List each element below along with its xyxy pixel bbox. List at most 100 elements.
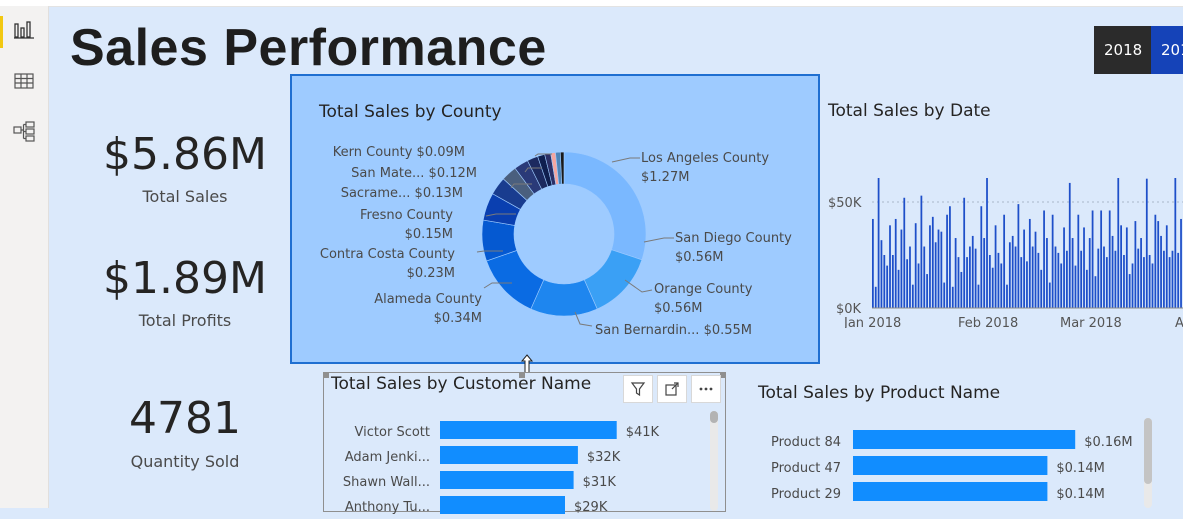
date-bar[interactable] bbox=[903, 197, 906, 308]
filter-button[interactable] bbox=[623, 375, 653, 403]
customer-scrollbar[interactable] bbox=[710, 411, 718, 511]
date-bar[interactable] bbox=[1077, 214, 1080, 308]
date-bar[interactable] bbox=[1143, 257, 1145, 308]
date-bar[interactable] bbox=[1020, 257, 1023, 308]
date-bar[interactable] bbox=[1134, 221, 1137, 308]
date-bar[interactable] bbox=[1103, 246, 1105, 308]
date-bar[interactable] bbox=[872, 218, 874, 308]
date-bar[interactable] bbox=[986, 178, 988, 308]
date-bar[interactable] bbox=[891, 255, 894, 308]
product-bar[interactable] bbox=[853, 482, 1048, 501]
date-bar[interactable] bbox=[886, 265, 889, 308]
date-bar[interactable] bbox=[1117, 178, 1120, 308]
customer-bar-visual[interactable]: Total Sales by Customer Name Victor Scot… bbox=[323, 372, 726, 515]
date-bar[interactable] bbox=[1151, 263, 1154, 308]
date-bar[interactable] bbox=[960, 271, 963, 308]
date-bar[interactable] bbox=[1028, 218, 1031, 308]
date-bar[interactable] bbox=[940, 231, 943, 308]
date-bar[interactable] bbox=[1163, 250, 1165, 308]
date-bar[interactable] bbox=[966, 257, 968, 308]
customer-bar[interactable] bbox=[440, 496, 565, 514]
date-bar[interactable] bbox=[1085, 269, 1088, 308]
date-bar[interactable] bbox=[988, 255, 991, 308]
customer-bar[interactable] bbox=[440, 421, 617, 439]
date-bar[interactable] bbox=[1031, 246, 1034, 308]
date-bar[interactable] bbox=[880, 240, 883, 308]
date-bar[interactable] bbox=[929, 225, 931, 308]
date-bar[interactable] bbox=[931, 216, 934, 308]
date-bar[interactable] bbox=[1080, 250, 1083, 308]
resize-handle-top-right[interactable] bbox=[720, 372, 726, 378]
date-bar[interactable] bbox=[1063, 227, 1065, 308]
date-bar[interactable] bbox=[1011, 235, 1014, 308]
date-bar[interactable] bbox=[1174, 178, 1177, 308]
date-bar[interactable] bbox=[1114, 250, 1117, 308]
resize-handle-top[interactable] bbox=[519, 372, 525, 378]
date-bar[interactable] bbox=[1008, 242, 1011, 308]
date-bar[interactable] bbox=[883, 255, 886, 308]
date-bar[interactable] bbox=[1128, 274, 1131, 308]
date-bar[interactable] bbox=[1140, 238, 1142, 308]
date-bar[interactable] bbox=[1034, 231, 1037, 308]
date-bar[interactable] bbox=[897, 269, 900, 308]
product-bar[interactable] bbox=[853, 430, 1076, 449]
date-bar[interactable] bbox=[954, 238, 957, 308]
county-donut-visual[interactable]: Total Sales by County Kern County $0.09M… bbox=[290, 74, 820, 364]
date-bar[interactable] bbox=[911, 284, 914, 308]
donut-slice-0[interactable] bbox=[563, 151, 647, 261]
date-bar[interactable] bbox=[1131, 263, 1134, 308]
date-bar[interactable] bbox=[977, 284, 980, 308]
date-bar[interactable] bbox=[1148, 255, 1151, 308]
date-bar[interactable] bbox=[1071, 238, 1074, 308]
model-icon[interactable] bbox=[12, 119, 36, 143]
date-bar[interactable] bbox=[1168, 257, 1171, 308]
date-bar[interactable] bbox=[994, 225, 997, 308]
date-bar[interactable] bbox=[1091, 210, 1094, 308]
date-bar[interactable] bbox=[969, 246, 971, 308]
product-bar-chart[interactable]: Product 84 $0.16M Product 47 $0.14M Product … bbox=[752, 420, 1142, 510]
date-bar[interactable] bbox=[943, 282, 946, 308]
date-bar[interactable] bbox=[906, 259, 909, 308]
date-bar[interactable] bbox=[889, 225, 891, 308]
date-bar[interactable] bbox=[980, 206, 983, 308]
date-bar[interactable] bbox=[894, 218, 897, 308]
date-bar[interactable] bbox=[1048, 282, 1051, 308]
year-slicer-2018[interactable]: 2018 bbox=[1094, 26, 1151, 74]
date-bar[interactable] bbox=[1154, 214, 1157, 308]
customer-bar[interactable] bbox=[440, 471, 574, 489]
date-bar[interactable] bbox=[1157, 221, 1160, 308]
date-bar[interactable] bbox=[1051, 214, 1054, 308]
date-bar[interactable] bbox=[1000, 263, 1003, 308]
date-bar[interactable] bbox=[920, 195, 923, 308]
year-slicer-next[interactable]: 201 bbox=[1151, 26, 1183, 74]
date-bar[interactable] bbox=[1171, 250, 1174, 308]
date-bar[interactable] bbox=[1006, 284, 1008, 308]
date-bar[interactable] bbox=[1068, 182, 1071, 308]
date-bar[interactable] bbox=[1046, 238, 1048, 308]
date-bar[interactable] bbox=[1040, 269, 1043, 308]
date-bar[interactable] bbox=[1165, 225, 1168, 308]
date-bar[interactable] bbox=[1088, 238, 1091, 308]
date-bar[interactable] bbox=[1177, 252, 1180, 308]
date-bar[interactable] bbox=[923, 246, 926, 308]
date-bar[interactable] bbox=[1105, 257, 1108, 308]
date-bar[interactable] bbox=[1123, 255, 1125, 308]
date-bar[interactable] bbox=[1180, 218, 1182, 308]
date-bar[interactable] bbox=[1037, 252, 1040, 308]
product-bar[interactable] bbox=[853, 456, 1048, 475]
date-bar[interactable] bbox=[946, 214, 948, 308]
date-bar[interactable] bbox=[974, 248, 977, 308]
date-bar[interactable] bbox=[1054, 246, 1057, 308]
date-bar[interactable] bbox=[937, 229, 940, 308]
date-bar[interactable] bbox=[1125, 227, 1128, 308]
date-bar[interactable] bbox=[934, 242, 937, 308]
date-bar[interactable] bbox=[874, 286, 877, 308]
date-bar[interactable] bbox=[1108, 210, 1111, 308]
date-bar[interactable] bbox=[997, 252, 1000, 308]
date-bar[interactable] bbox=[1057, 252, 1060, 308]
date-bar[interactable] bbox=[909, 246, 911, 308]
date-bar[interactable] bbox=[1111, 235, 1114, 308]
more-options-button[interactable] bbox=[691, 375, 721, 403]
date-bar[interactable] bbox=[1014, 246, 1017, 308]
date-bar[interactable] bbox=[949, 206, 951, 308]
